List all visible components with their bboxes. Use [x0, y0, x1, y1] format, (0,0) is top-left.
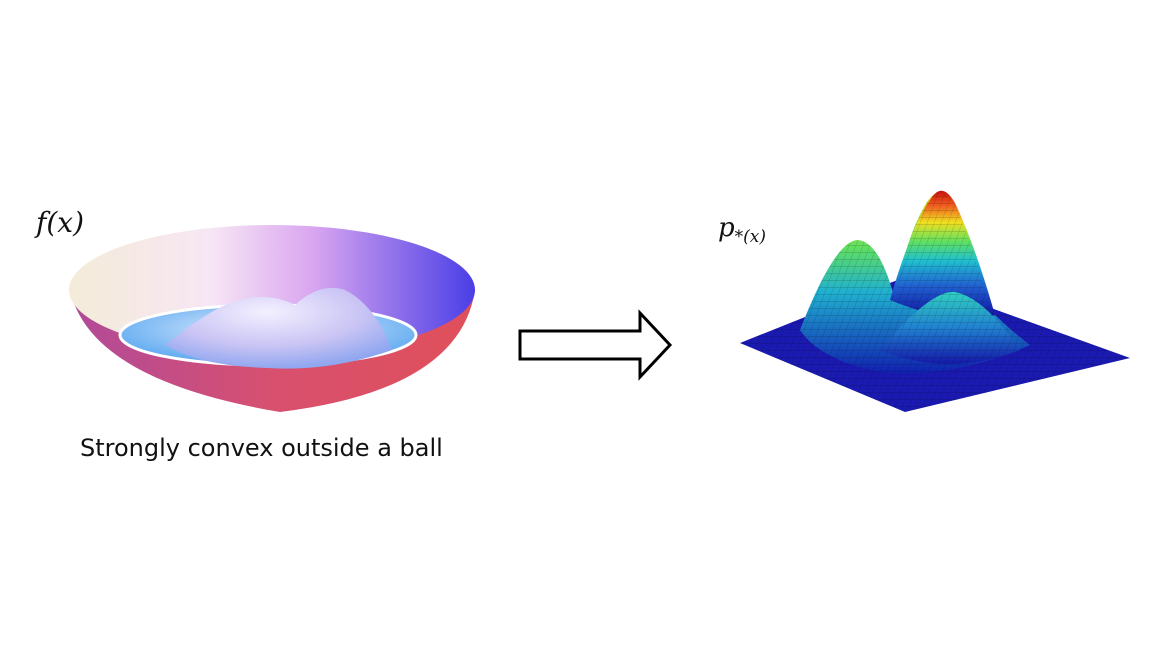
density-label-subscript: *(x) — [735, 227, 766, 247]
arrow — [518, 309, 673, 381]
bowl-illustration — [69, 225, 475, 412]
density-illustration — [740, 190, 1130, 412]
density-label-base: p — [718, 213, 735, 243]
function-label: f(x) — [34, 206, 84, 239]
caption: Strongly convex outside a ball — [80, 434, 443, 462]
density-label: p*(x) — [718, 213, 766, 247]
